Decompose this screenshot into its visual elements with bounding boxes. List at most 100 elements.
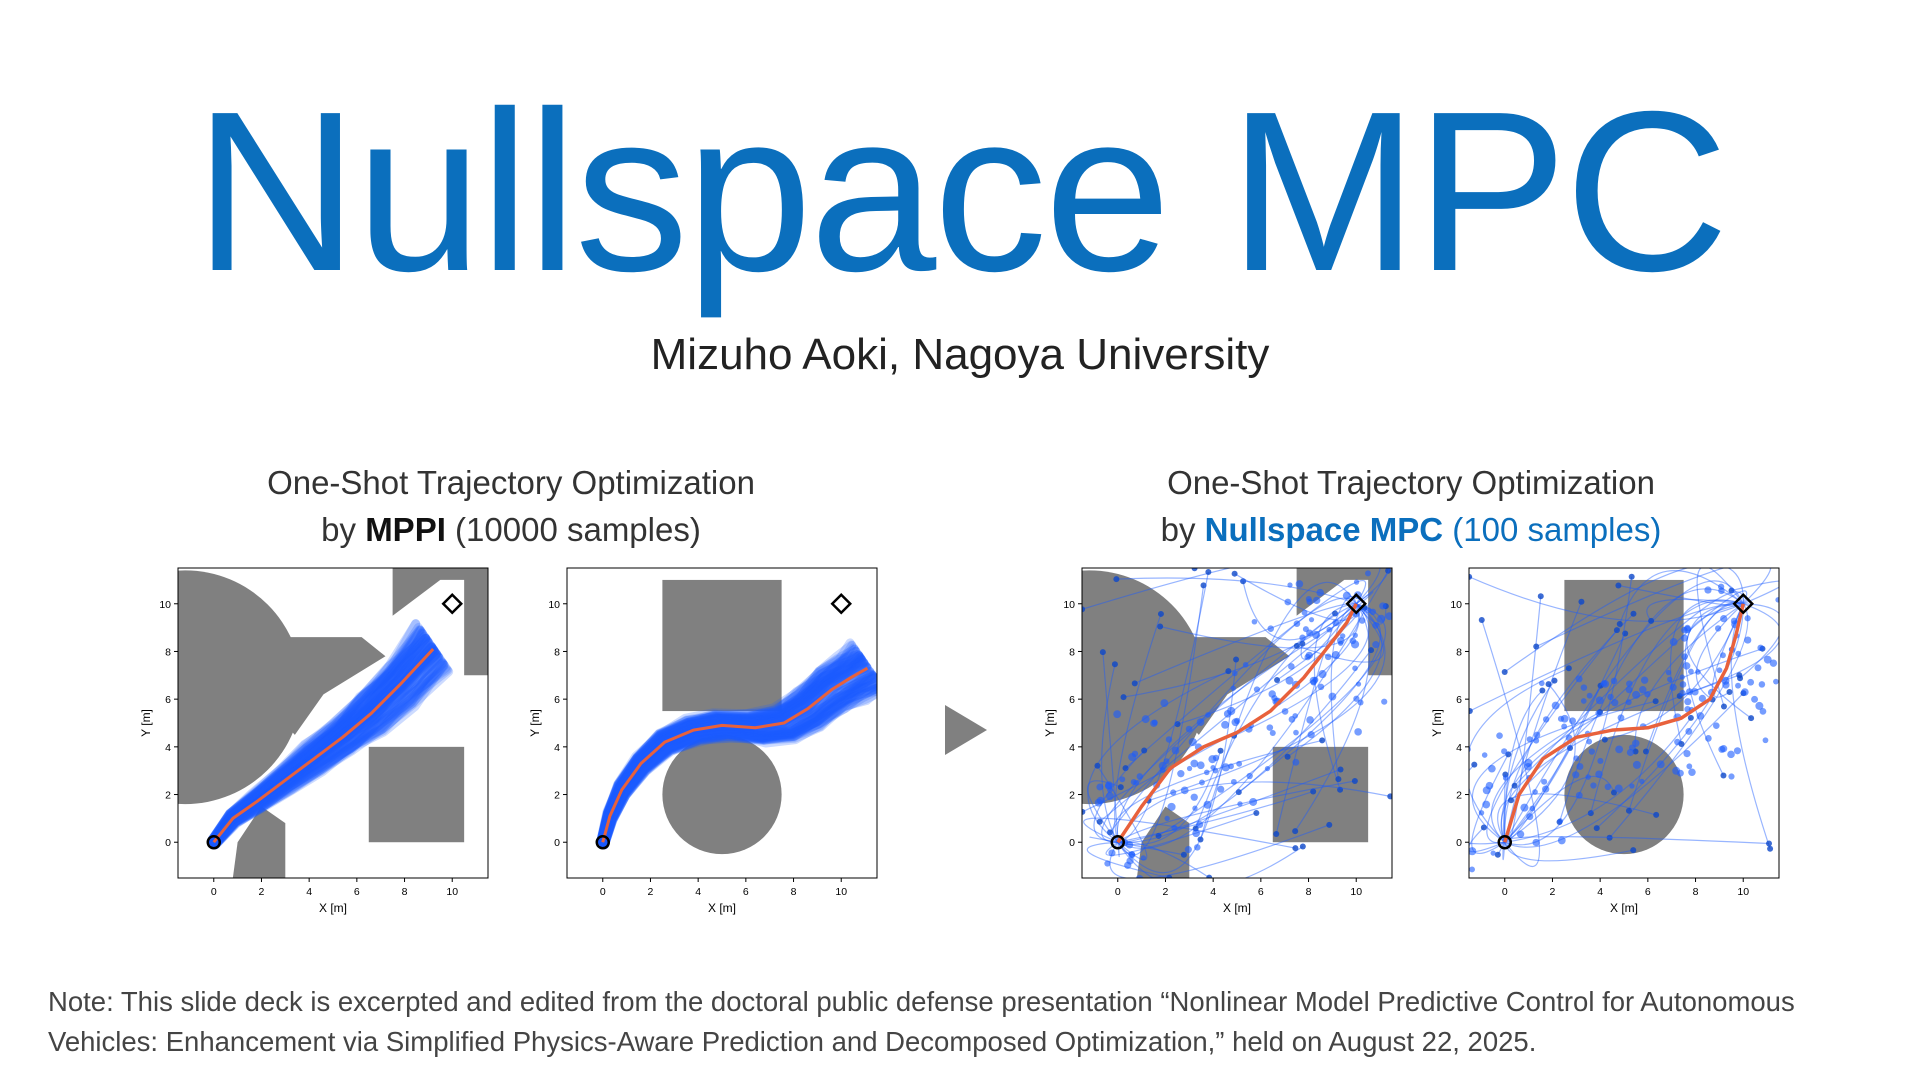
sample-point [1308, 617, 1315, 623]
sample-point [1385, 568, 1392, 574]
sample-point [1632, 760, 1641, 769]
sample-point [1316, 588, 1325, 597]
x-tick-label: 6 [354, 886, 360, 898]
sample-point [1190, 759, 1199, 768]
sample-point [1595, 710, 1602, 717]
sample-point [1221, 763, 1230, 772]
sample-point [1557, 715, 1565, 722]
sample-trajectory [596, 644, 859, 845]
sample-trajectory [599, 673, 877, 848]
sample-trajectory [599, 683, 877, 849]
plot-area [178, 568, 488, 878]
sample-trajectory [207, 625, 425, 845]
sample-point [1604, 783, 1612, 791]
sample-point [1355, 681, 1362, 687]
sample-curve [1114, 613, 1162, 843]
sample-point [1611, 698, 1619, 707]
sample-trajectory [597, 651, 864, 846]
sample-point [1728, 773, 1735, 780]
sample-point [1292, 758, 1300, 766]
sample-curve [1101, 664, 1119, 843]
sample-trajectory [210, 651, 443, 849]
sample-trajectory [596, 653, 865, 845]
sample-point [1672, 766, 1681, 775]
sample-point [1351, 777, 1358, 784]
y-tick-label: 4 [1069, 742, 1075, 754]
optimal-trajectory [1503, 603, 1745, 843]
sample-point [1195, 820, 1204, 829]
sample-point [1529, 805, 1536, 812]
sample-point [1490, 850, 1496, 856]
sample-point [1681, 626, 1688, 634]
sample-trajectory [208, 634, 431, 846]
sample-trajectory [208, 633, 431, 846]
sample-point [1082, 606, 1086, 613]
sample-point [1625, 699, 1632, 706]
footnote: Note: This slide deck is excerpted and e… [48, 986, 1795, 1057]
sample-curve [1195, 603, 1357, 829]
start-marker [595, 834, 611, 850]
sample-trajectory [599, 685, 877, 850]
sample-point [1595, 696, 1604, 705]
mppi-sample-count: (10000 samples) [445, 511, 701, 548]
sample-point [1264, 765, 1271, 772]
sample-point [1171, 746, 1180, 755]
sample-point [1587, 810, 1594, 817]
sample-point [1640, 676, 1649, 684]
sample-curve [1082, 568, 1381, 610]
sample-point [1113, 576, 1120, 583]
sample-trajectory [599, 670, 877, 848]
sample-point [1741, 688, 1749, 696]
sample-point [1076, 790, 1082, 796]
goal-marker [441, 593, 463, 615]
sample-point [1626, 680, 1633, 688]
sample-trajectory [211, 660, 449, 850]
sample-curve [1711, 603, 1744, 698]
y-tick-label: 8 [1069, 646, 1075, 658]
sample-point [1758, 681, 1766, 688]
sample-point [1140, 855, 1147, 861]
sample-point [1332, 610, 1339, 617]
sample-trajectory [208, 633, 431, 846]
x-tick-label: 10 [1737, 886, 1749, 898]
obstacle-top-right [392, 568, 488, 676]
x-tick-label: 2 [1163, 886, 1169, 898]
sample-point [1319, 737, 1326, 744]
sample-point [1533, 731, 1541, 739]
sample-point [1755, 701, 1764, 710]
sample-trajectory [596, 643, 858, 845]
sample-trajectory [208, 636, 432, 846]
sample-point [1309, 676, 1318, 685]
sample-point [1686, 763, 1693, 770]
sample-curve [1117, 571, 1209, 843]
sample-point [1686, 688, 1693, 696]
sample-trajectory [599, 670, 877, 849]
sample-point [1622, 630, 1629, 637]
sample-point [1310, 788, 1317, 795]
y-axis-label: Y [m] [139, 709, 153, 737]
sample-trajectory [597, 662, 872, 847]
sample-point [1455, 878, 1461, 884]
x-tick-label: 0 [211, 886, 217, 898]
sample-point [1288, 663, 1295, 670]
sample-trajectory [597, 647, 861, 846]
sample-point [1674, 738, 1681, 746]
sample-curve [1486, 629, 1618, 844]
sample-point [1166, 874, 1173, 878]
sample-curve [1504, 690, 1543, 843]
sample-point [1737, 675, 1744, 682]
sample-point [1625, 686, 1633, 694]
sample-point [1767, 845, 1774, 852]
sample-point [1350, 640, 1360, 649]
sample-trajectory [209, 653, 444, 848]
sample-point [1299, 843, 1306, 850]
sample-point [1575, 675, 1583, 683]
sample-curve [1099, 591, 1374, 823]
nullspace-method-name: Nullspace MPC [1204, 511, 1444, 548]
sample-point [1284, 753, 1291, 760]
sample-point [1704, 586, 1712, 594]
sample-trajectory [210, 658, 448, 849]
sample-point [1233, 656, 1240, 663]
start-marker [1497, 834, 1513, 850]
sample-point [1342, 591, 1351, 600]
